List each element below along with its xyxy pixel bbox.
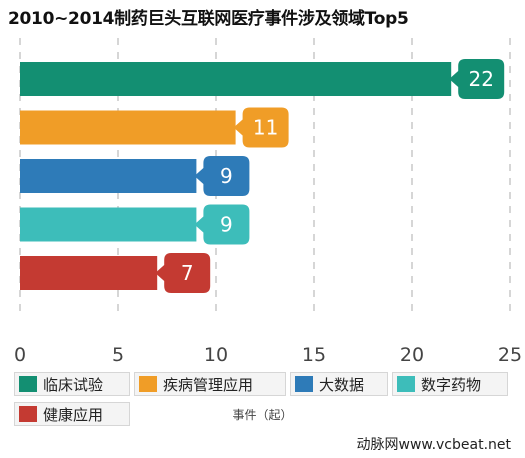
legend-swatch xyxy=(19,406,37,422)
legend-label: 数字药物 xyxy=(421,375,482,394)
legend-swatch xyxy=(397,376,415,392)
legend-label: 临床试验 xyxy=(43,375,104,394)
value-label-2: 11 xyxy=(253,116,278,140)
legend-label: 疾病管理应用 xyxy=(163,375,254,394)
legend-swatch xyxy=(295,376,313,392)
x-tick-label-10: 10 xyxy=(204,344,228,366)
value-callout-2 xyxy=(233,107,289,148)
legend-item-5: 健康应用 xyxy=(14,402,130,426)
value-label-5: 7 xyxy=(181,261,194,285)
bar-4 xyxy=(20,207,197,242)
value-callout-3 xyxy=(194,156,250,196)
x-tick-label-15: 15 xyxy=(302,344,326,366)
legend-item-4: 数字药物 xyxy=(392,372,508,396)
bar-1 xyxy=(20,62,452,96)
x-tick-label-5: 5 xyxy=(112,344,124,366)
legend-item-3: 大数据 xyxy=(290,372,388,396)
chart-title: 2010~2014制药巨头互联网医疗事件涉及领域Top5 xyxy=(8,9,409,29)
bar-5 xyxy=(20,256,158,290)
legend-label: 健康应用 xyxy=(43,405,104,424)
legend-label: 大数据 xyxy=(319,375,365,394)
x-tick-label-25: 25 xyxy=(498,344,522,366)
source-credit: 动脉网www.vcbeat.net xyxy=(356,437,512,453)
x-tick-label-0: 0 xyxy=(14,344,26,366)
bar-2 xyxy=(20,110,236,145)
x-tick-label-20: 20 xyxy=(400,344,424,366)
x-axis-label: 事件（起） xyxy=(232,408,293,422)
value-label-3: 9 xyxy=(220,164,233,188)
bar-chart: 0 5 10 15 20 25 22 11 9 9 7 xyxy=(14,38,522,366)
value-label-1: 22 xyxy=(468,67,493,91)
value-label-4: 9 xyxy=(220,213,233,237)
legend-item-1: 临床试验 xyxy=(14,372,130,396)
value-callout-4 xyxy=(194,204,250,245)
value-callout-1 xyxy=(449,59,505,99)
bar-3 xyxy=(20,159,197,193)
legend-swatch xyxy=(139,376,157,392)
legend-item-2: 疾病管理应用 xyxy=(134,372,286,396)
legend-swatch xyxy=(19,376,37,392)
value-callout-5 xyxy=(155,253,211,293)
